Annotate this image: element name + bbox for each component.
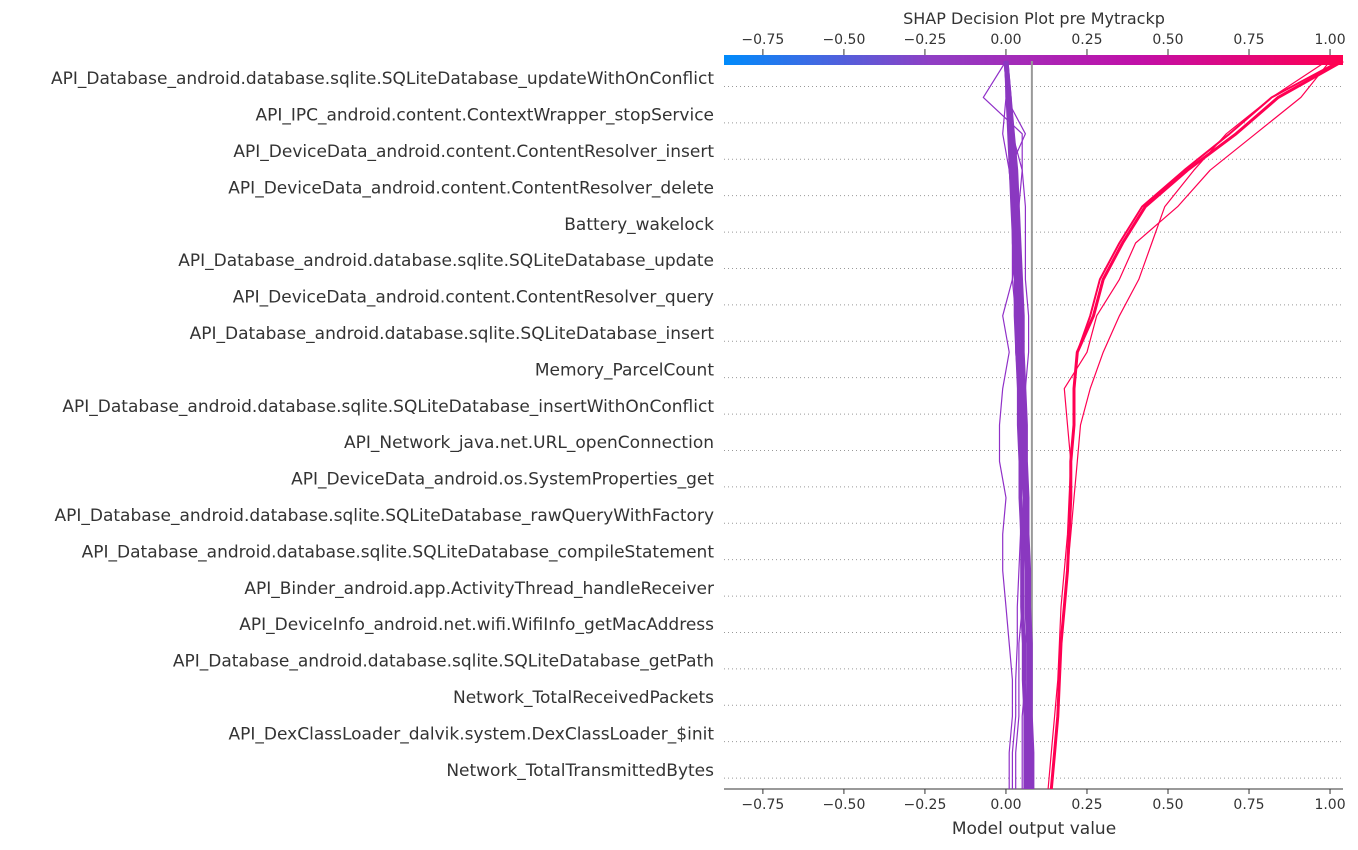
x-tick-label-bottom: 1.00 [1314,797,1345,813]
feature-label: API_Database_android.database.sqlite.SQL… [51,69,714,89]
feature-label: API_Database_android.database.sqlite.SQL… [178,251,714,271]
x-tick-label-bottom: −0.25 [903,797,946,813]
decision-line [1003,60,1035,789]
feature-label: API_Database_android.database.sqlite.SQL… [173,652,714,672]
decision-lines [982,59,1344,790]
x-tick-label-top: −0.75 [741,32,784,48]
feature-label: API_Binder_android.app.ActivityThread_ha… [244,579,714,599]
feature-label: API_DeviceInfo_android.net.wifi.WifiInfo… [239,615,714,635]
feature-label: API_DeviceData_android.content.ContentRe… [233,142,714,162]
x-tick-label-top: 0.00 [990,32,1021,48]
x-tick-label-top: −0.25 [903,32,946,48]
x-tick-label-bottom: −0.50 [822,797,865,813]
x-tick-label-top: 0.50 [1152,32,1183,48]
chart-title: SHAP Decision Plot pre Mytrackp [903,9,1165,28]
decision-line [1047,60,1331,790]
feature-label: Memory_ParcelCount [535,360,715,380]
grid-lines [724,85,1343,779]
decision-line [1050,60,1328,790]
decision-line [1004,60,1028,789]
decision-line [1049,59,1344,790]
feature-label: API_Network_java.net.URL_openConnection [344,433,714,453]
feature-label: API_Database_android.database.sqlite.SQL… [54,506,714,526]
x-tick-label-top: −0.50 [822,32,865,48]
colorbar [724,55,1343,65]
feature-label: Network_TotalTransmittedBytes [446,761,714,781]
feature-label: API_Database_android.database.sqlite.SQL… [190,324,715,344]
decision-line [1050,60,1341,790]
feature-labels: API_Database_android.database.sqlite.SQL… [51,69,714,781]
x-tick-label-bottom: 0.75 [1233,797,1264,813]
decision-line [998,61,1023,789]
feature-label: API_IPC_android.content.ContextWrapper_s… [255,106,714,126]
feature-label: Network_TotalReceivedPackets [453,688,714,708]
feature-label: API_DeviceData_android.content.ContentRe… [233,288,714,308]
x-tick-label-top: 1.00 [1314,32,1345,48]
feature-label: API_DeviceData_android.os.SystemProperti… [291,470,714,490]
x-axis-label: Model output value [952,819,1116,839]
feature-label: API_Database_android.database.sqlite.SQL… [62,397,714,417]
x-tick-label-top: 0.25 [1071,32,1102,48]
x-tick-label-bottom: 0.00 [990,797,1021,813]
x-tick-label-bottom: 0.25 [1071,797,1102,813]
x-tick-label-bottom: 0.50 [1152,797,1183,813]
x-tick-label-top: 0.75 [1233,32,1264,48]
feature-label: API_DeviceData_android.content.ContentRe… [228,178,714,198]
feature-label: API_DexClassLoader_dalvik.system.DexClas… [229,724,715,744]
feature-label: Battery_wakelock [564,215,714,235]
axes: −0.75 −0.75 −0.50 −0.50 −0.25 −0.25 0.00 0.00 0.… [724,32,1346,813]
feature-label: API_Database_android.database.sqlite.SQL… [82,542,715,562]
x-tick-label-bottom: −0.75 [741,797,784,813]
